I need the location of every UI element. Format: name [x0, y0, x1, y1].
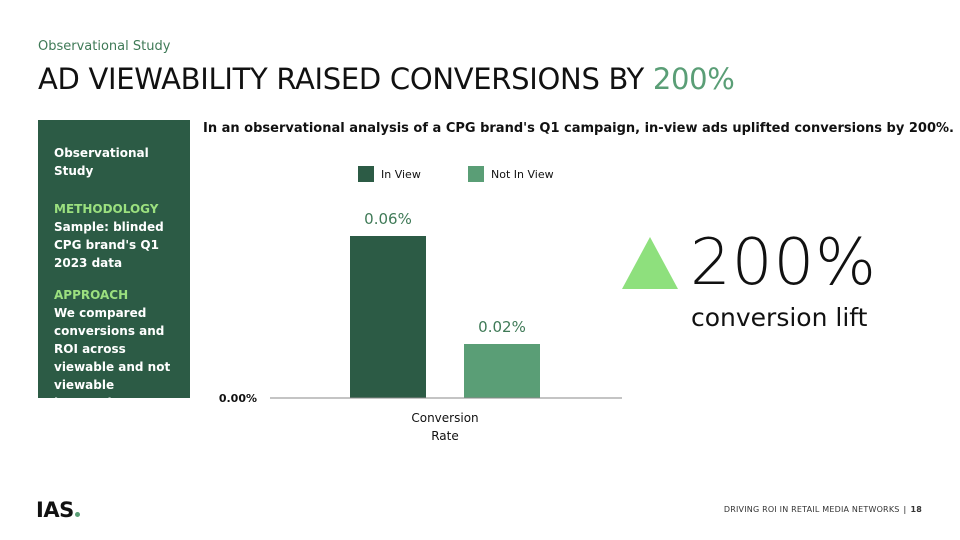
bar-0 [350, 236, 426, 398]
stat-value: 200% [690, 226, 877, 300]
footer-separator: | [903, 505, 907, 514]
bar-value-label-1: 0.02% [478, 318, 526, 336]
logo-dot-icon [74, 512, 80, 517]
legend-swatch-0 [358, 166, 374, 182]
conversion-lift-stat: 200% conversion lift [620, 225, 940, 345]
logo-text: IAS [36, 498, 74, 522]
y-tick-label: 0.00% [219, 392, 257, 405]
chart-bars: 0.06% 0.02% [350, 210, 540, 398]
x-category-label: Conversion Rate [411, 411, 478, 443]
chart-axis: 0.00% Conversion Rate [219, 392, 622, 443]
approach-label: APPROACH [54, 288, 129, 302]
methodology-sidebar: Observational Study METHODOLOGY Sample: … [38, 120, 190, 410]
stat-label: conversion lift [691, 303, 868, 332]
footer-text: DRIVING ROI IN RETAIL MEDIA NETWORKS [723, 505, 900, 514]
up-triangle-icon [622, 237, 678, 289]
legend-label-1: Not In View [491, 168, 554, 181]
sidebar-heading: Observational Study [54, 146, 149, 178]
title-highlight: 200% [652, 62, 735, 96]
page-number: 18 [910, 505, 922, 514]
methodology-text: Sample: blinded CPG brand's Q1 2023 data [54, 220, 164, 270]
chart-legend: In View Not In View [358, 166, 554, 182]
conversion-rate-chart: In View Not In View 0.06% 0.02% 0.00% Conve… [219, 166, 622, 443]
ias-logo: IAS [36, 498, 80, 522]
chart-subtitle: In an observational analysis of a CPG br… [203, 121, 954, 136]
methodology-label: METHODOLOGY [54, 202, 159, 216]
title-main: AD VIEWABILITY RAISED CONVERSIONS BY [38, 62, 644, 96]
methodology-block: METHODOLOGY Sample: blinded CPG brand's … [54, 200, 180, 272]
approach-text: We compared conversions and ROI across v… [54, 306, 171, 410]
eyebrow-label: Observational Study [38, 39, 171, 54]
legend-swatch-1 [468, 166, 484, 182]
bar-value-label-0: 0.06% [364, 210, 412, 228]
bar-1 [464, 344, 540, 398]
footer: DRIVING ROI IN RETAIL MEDIA NETWORKS | 18 [724, 505, 922, 514]
legend-label-0: In View [381, 168, 421, 181]
approach-block: APPROACH We compared conversions and ROI… [54, 286, 180, 412]
page-title: AD VIEWABILITY RAISED CONVERSIONS BY 200… [38, 62, 735, 96]
